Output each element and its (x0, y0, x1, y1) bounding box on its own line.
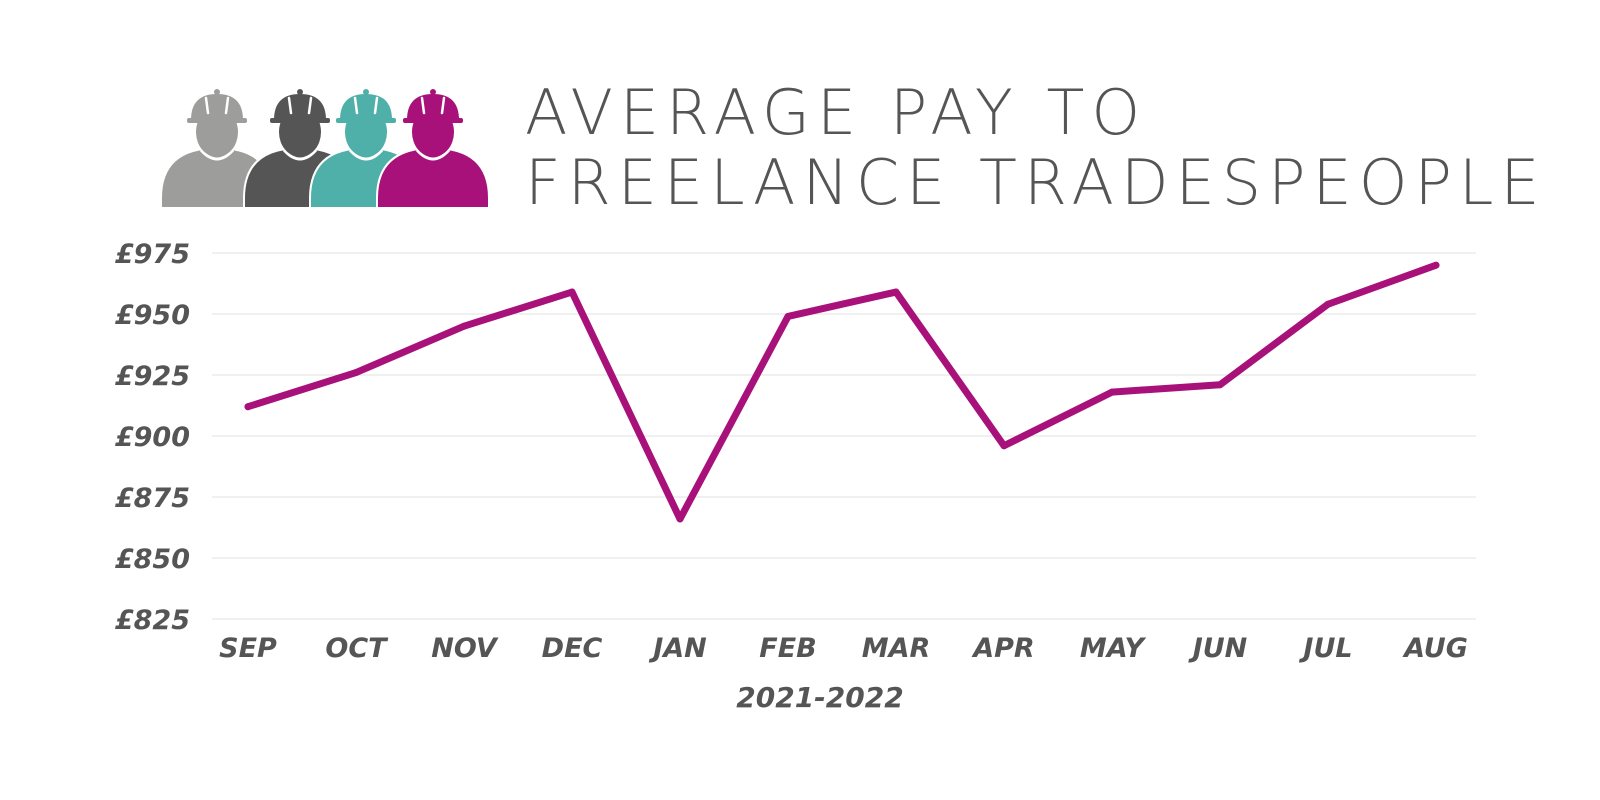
series-line (244, 261, 1440, 523)
x-tick-label: OCT (325, 633, 389, 664)
y-tick-label: £925 (115, 361, 190, 392)
data-point (568, 288, 576, 296)
x-tick-label: JAN (648, 633, 707, 664)
worker-figure (160, 89, 274, 208)
data-point (892, 288, 900, 296)
title-line-1: AVERAGE PAY TO (525, 76, 1148, 149)
y-tick-label: £825 (115, 605, 190, 636)
title-line-2: FREELANCE TRADESPEOPLE (525, 146, 1547, 219)
x-axis: SEP OCT NOV DEC JAN FEB MAR APR MAY JUN JUL AUG (219, 633, 1468, 664)
x-tick-label: FEB (759, 633, 816, 664)
x-tick-label: APR (971, 633, 1034, 664)
y-tick-label: £950 (115, 300, 190, 331)
x-tick-label: JUN (1188, 633, 1248, 664)
construction-workers-icon (160, 89, 490, 208)
chart-gridlines (212, 252, 1476, 620)
data-point (676, 515, 684, 523)
x-tick-label: NOV (431, 633, 499, 664)
y-tick-label: £850 (115, 544, 190, 575)
x-tick-label: AUG (1402, 633, 1468, 664)
y-tick-label: £875 (115, 483, 190, 514)
data-point (784, 312, 792, 320)
x-tick-label: SEP (219, 633, 277, 664)
chart-title: AVERAGE PAY TO FREELANCE TRADESPEOPLE (525, 78, 1547, 218)
data-point (1324, 300, 1332, 308)
worker-figure (376, 89, 490, 208)
data-point (1000, 442, 1008, 450)
y-tick-label: £900 (115, 422, 190, 453)
y-tick-label: £975 (115, 239, 190, 270)
x-tick-label: MAY (1080, 633, 1147, 664)
data-point (352, 369, 360, 377)
data-point (1216, 381, 1224, 389)
data-point (1108, 388, 1116, 396)
y-axis: £975 £950 £925 £900 £875 £850 £825 (115, 239, 190, 636)
chart-header: AVERAGE PAY TO FREELANCE TRADESPEOPLE (0, 0, 1600, 230)
x-tick-label: JUL (1298, 633, 1352, 664)
x-tick-label: DEC (542, 633, 603, 664)
data-point (244, 403, 252, 411)
x-axis-title: 2021-2022 (736, 681, 903, 714)
x-tick-label: MAR (862, 633, 931, 664)
data-point (460, 322, 468, 330)
data-point (1432, 261, 1440, 269)
chart-series (244, 261, 1440, 523)
